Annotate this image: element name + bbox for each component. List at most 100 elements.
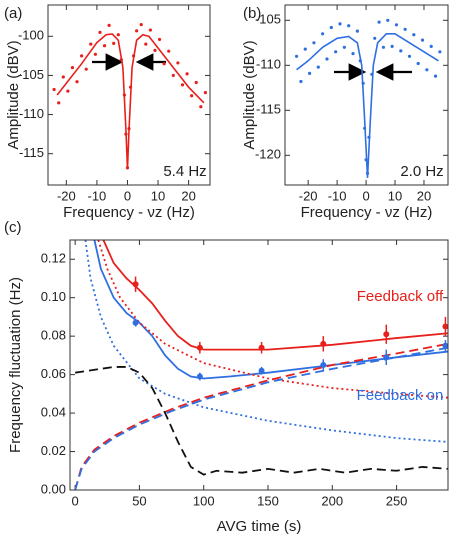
y-tick-label: -105	[255, 12, 281, 27]
series-line	[93, 240, 448, 380]
data-point	[407, 54, 412, 58]
y-tick-label: -110	[19, 106, 44, 121]
y-tick-label: 0.04	[41, 405, 66, 420]
data-point	[433, 74, 438, 78]
x-axis-label: Frequency - νz (Hz)	[63, 204, 195, 221]
plot-frame	[47, 4, 211, 186]
x-axis-label: AVG time (s)	[217, 518, 302, 535]
data-point	[52, 87, 56, 92]
data-point	[386, 18, 390, 22]
data-point	[403, 27, 407, 31]
data-point	[312, 41, 316, 45]
panel-label: (b)	[243, 5, 261, 22]
data-point	[438, 50, 442, 54]
arrows	[92, 53, 412, 81]
plot-area	[52, 22, 208, 170]
x-tick-label: 200	[321, 493, 343, 508]
data-point	[196, 373, 203, 380]
x-tick-label: 20	[181, 188, 195, 203]
y-tick-label: -120	[255, 147, 281, 162]
series-line	[97, 240, 448, 399]
data-point	[342, 45, 346, 49]
data-point	[75, 80, 79, 84]
data-point	[442, 323, 448, 330]
data-point	[162, 62, 166, 66]
data-point	[194, 80, 198, 85]
data-point	[112, 41, 116, 45]
annotation: 2.0 Hz	[400, 163, 443, 180]
data-point	[329, 25, 333, 30]
data-point	[420, 38, 425, 42]
panel-label: (c)	[4, 219, 22, 236]
series-line	[74, 342, 448, 490]
data-point	[176, 61, 180, 65]
data-point	[132, 281, 139, 288]
series-line	[56, 33, 205, 170]
data-point	[355, 29, 359, 33]
x-tick-label: -10	[88, 188, 107, 203]
series-line	[296, 33, 439, 178]
y-axis-label: Amplitude (dBV)	[5, 40, 22, 149]
data-point	[185, 72, 189, 76]
series-line	[75, 366, 448, 476]
data-point	[190, 94, 194, 98]
y-tick-label: 0.08	[41, 328, 66, 343]
data-point	[425, 68, 429, 72]
y-axis-label: Amplitude (dBV)	[241, 40, 258, 149]
data-point	[316, 65, 320, 69]
data-point	[325, 57, 329, 61]
data-point	[299, 79, 303, 84]
y-tick-label: 0.06	[41, 366, 66, 381]
data-point	[381, 45, 386, 49]
y-tick-label: -105	[18, 67, 44, 82]
y-tick-label: 0.12	[41, 251, 66, 266]
y-tick-label: -115	[19, 145, 44, 160]
plot-frame	[69, 239, 449, 491]
x-tick-label: 0	[362, 188, 369, 203]
data-point	[373, 36, 377, 40]
data-point	[196, 344, 203, 351]
data-point	[258, 344, 265, 351]
x-tick-label: 10	[151, 188, 165, 203]
data-point	[334, 50, 338, 54]
plot-frame	[284, 4, 449, 186]
data-point	[199, 105, 203, 109]
data-point	[148, 28, 152, 32]
data-point	[320, 340, 327, 347]
data-point	[338, 22, 342, 26]
annotation: 5.4 Hz	[163, 163, 206, 180]
data-point	[153, 48, 157, 52]
x-tick-label: -20	[57, 188, 76, 203]
series-line	[74, 346, 448, 490]
x-tick-label: 250	[386, 493, 408, 508]
x-tick-label: 20	[417, 188, 431, 203]
x-tick-label: 100	[193, 493, 215, 508]
data-point	[139, 22, 143, 27]
data-point	[303, 47, 307, 51]
plot-area	[74, 240, 448, 490]
data-point	[66, 89, 70, 93]
data-point	[351, 52, 355, 56]
data-point	[93, 52, 97, 56]
y-tick-label: -100	[18, 28, 44, 43]
data-point	[203, 91, 208, 95]
data-point	[89, 42, 93, 46]
data-point	[258, 367, 265, 374]
data-point	[429, 44, 433, 49]
data-point	[377, 20, 381, 24]
data-point	[107, 23, 111, 27]
y-axis-label: Frequency fluctuation (Hz)	[7, 277, 24, 453]
data-point	[412, 33, 416, 37]
x-tick-label: 0	[72, 493, 79, 508]
data-point	[98, 30, 102, 34]
data-point	[383, 331, 390, 338]
data-point	[383, 354, 390, 361]
data-point	[84, 67, 88, 71]
x-tick-label: -20	[299, 188, 318, 203]
data-point	[144, 42, 148, 46]
data-point	[394, 23, 399, 27]
x-tick-label: 50	[132, 493, 146, 508]
data-point	[442, 342, 448, 349]
data-point	[180, 83, 185, 87]
